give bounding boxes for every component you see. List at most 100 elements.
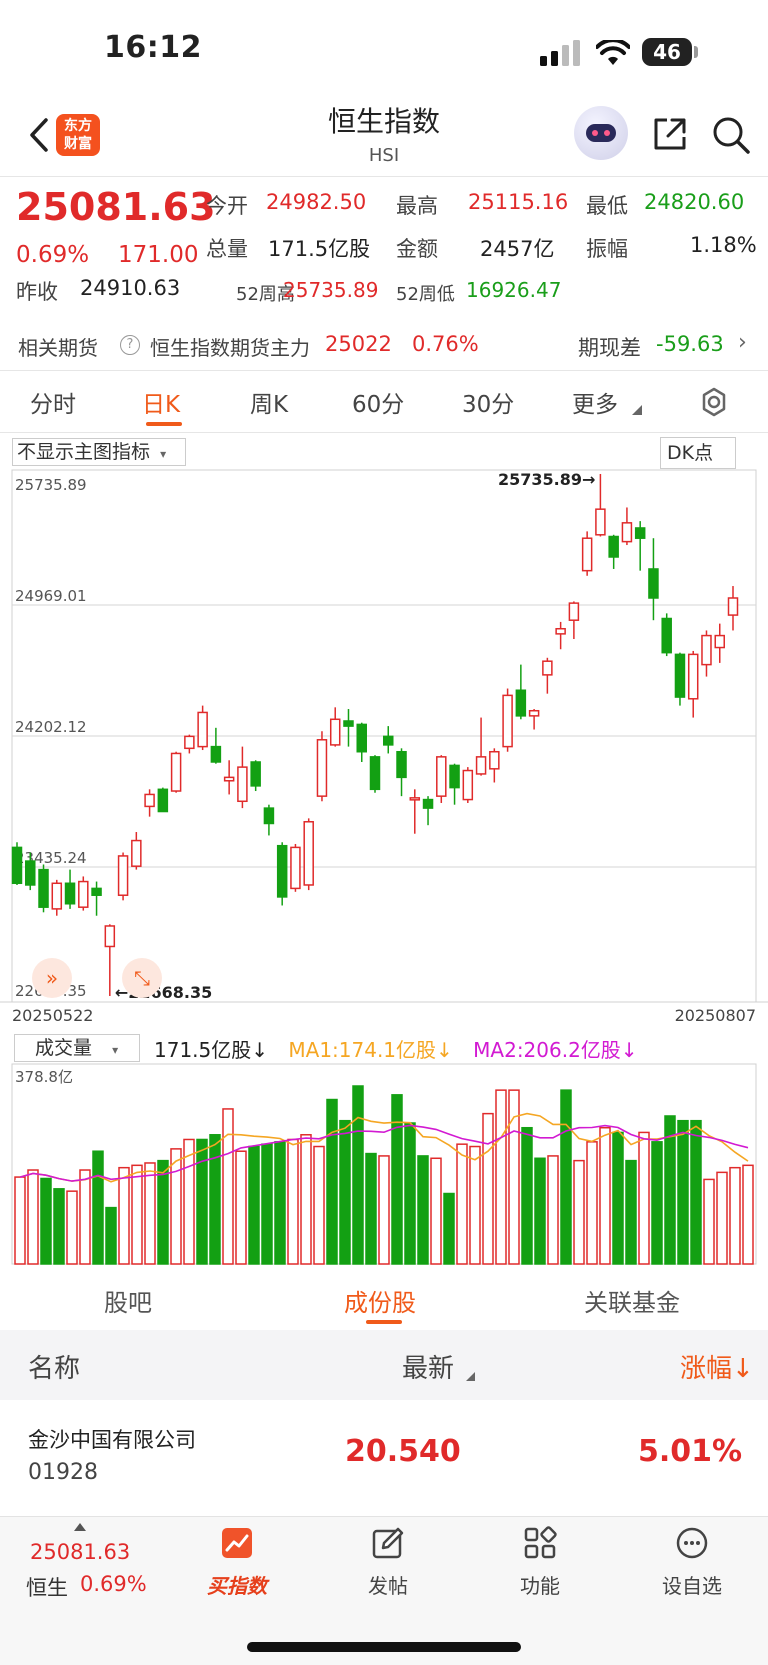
volume-bar [274,1141,286,1265]
volume-bar [508,1089,520,1265]
volume-bar [638,1131,650,1265]
volume-bar [261,1143,273,1265]
candle-body [184,735,195,750]
table-row[interactable] [0,1400,768,1516]
volume-bar [248,1145,260,1265]
volume-bar [456,1143,468,1265]
volume-current: 171.5亿股↓ [154,1038,269,1062]
header-divider [0,176,768,177]
w52-high-label: 52周高 [236,284,295,305]
volume-bar [534,1157,546,1265]
volume-bar [235,1150,247,1265]
volume-bar [40,1177,52,1265]
function-button[interactable]: 功能 [480,1526,600,1599]
candle-body [436,756,447,797]
candle-body [621,522,633,543]
w52-high-value: 25735.89 [283,278,379,302]
amplitude-label: 振幅 [586,237,628,261]
stock-name: 金沙中国有限公司 [28,1428,196,1452]
basis-value[interactable]: -59.63 [656,332,724,356]
tab-related-funds[interactable]: 关联基金 [584,1289,680,1317]
candle-body [687,653,699,700]
add-watchlist-button[interactable]: 设自选 [632,1526,752,1599]
volume-bar [430,1157,442,1265]
dk-point-button[interactable]: DK点 [660,437,736,469]
volume-bar [586,1141,598,1265]
tab-weekly-k[interactable]: 周K [250,392,289,418]
expand-panel-icon[interactable]: » [32,958,72,998]
volume-bar [352,1085,364,1265]
caret-down-icon: ▾ [112,1043,119,1057]
max-price-label: 25735.89→ [498,470,595,489]
candle-body [528,709,540,717]
chevron-right-icon[interactable]: › [738,330,747,355]
volume-bar [196,1138,208,1265]
candle-body [714,634,725,649]
candle-body [250,761,261,787]
volume-bar [313,1145,325,1265]
tab-intraday[interactable]: 分时 [30,392,76,418]
candle-body [329,718,341,746]
tab-constituents[interactable]: 成份股 [344,1289,416,1317]
back-icon[interactable] [20,110,60,160]
help-icon[interactable]: ? [120,335,140,355]
last-price: 25081.63 [16,185,216,229]
post-button[interactable]: 发帖 [328,1526,448,1599]
caret-up-icon[interactable] [74,1523,86,1531]
page-title: 恒生指数 [327,105,440,138]
column-change-sort[interactable]: 涨幅↓ [680,1354,754,1384]
x-axis-start-date: 20250522 [12,1006,93,1025]
candle-body [674,653,686,698]
bottom-index-price[interactable]: 25081.63 [30,1540,131,1564]
tab-active-indicator [146,422,182,426]
stock-price: 20.540 [345,1434,461,1469]
bottom-nav [0,1516,768,1665]
candle-body [608,535,619,558]
bottom-index-name[interactable]: 恒生 [26,1576,68,1600]
function-label: 功能 [520,1574,560,1598]
volume-chart[interactable]: 378.8亿 [0,1062,768,1268]
bottom-index-change[interactable]: 0.69% [80,1572,147,1596]
candle-body [223,776,235,782]
main-indicator-select[interactable]: 不显示主图指标 ▾ [12,438,186,466]
tab-60min[interactable]: 60分 [352,392,405,418]
lower-tab-indicator [366,1320,402,1324]
gear-icon[interactable] [698,386,730,418]
candlestick-chart[interactable]: 25735.8924969.0124202.1223435.2422668.35… [0,440,768,1030]
futures-name[interactable]: 恒生指数期货主力 [150,336,310,360]
volume-bar [404,1122,416,1265]
candle-body [449,764,460,789]
volume-bar [690,1119,702,1265]
candle-body [197,711,208,748]
candle-body [276,844,288,898]
search-icon[interactable] [710,114,752,156]
volume-bar [287,1138,299,1265]
buy-index-button[interactable]: 买指数 [177,1526,297,1599]
more-caret-icon [632,405,642,415]
tab-more[interactable]: 更多 [572,392,618,418]
candle-body [157,788,169,813]
volume-label: 总量 [206,237,248,261]
candle-body [64,882,76,905]
tab-30min[interactable]: 30分 [462,392,515,418]
high-value: 25115.16 [468,190,569,214]
candle-body [581,537,593,572]
tab-stock-forum[interactable]: 股吧 [104,1289,152,1317]
stock-code: 01928 [28,1460,98,1485]
volume-indicator-select[interactable]: 成交量 ▾ [14,1034,140,1062]
caret-down-icon: ▾ [160,447,167,461]
volume-ma1: MA1:174.1亿股↓ [288,1038,453,1062]
fullscreen-icon[interactable]: ⤡ [122,958,162,998]
share-icon[interactable] [650,114,690,154]
column-latest[interactable]: 最新 [402,1354,455,1384]
volume-bar [651,1141,663,1265]
candle-body [38,868,49,908]
robot-assistant-icon[interactable] [574,106,628,160]
basis-label[interactable]: 期现差 [578,336,641,360]
prev-close-label: 昨收 [16,280,58,304]
volume-bar [66,1190,78,1265]
tab-daily-k[interactable]: 日K [142,392,181,418]
cellular-signal-icon [540,40,580,66]
y-axis-label: 24202.12 [15,718,87,736]
open-value: 24982.50 [266,190,367,214]
